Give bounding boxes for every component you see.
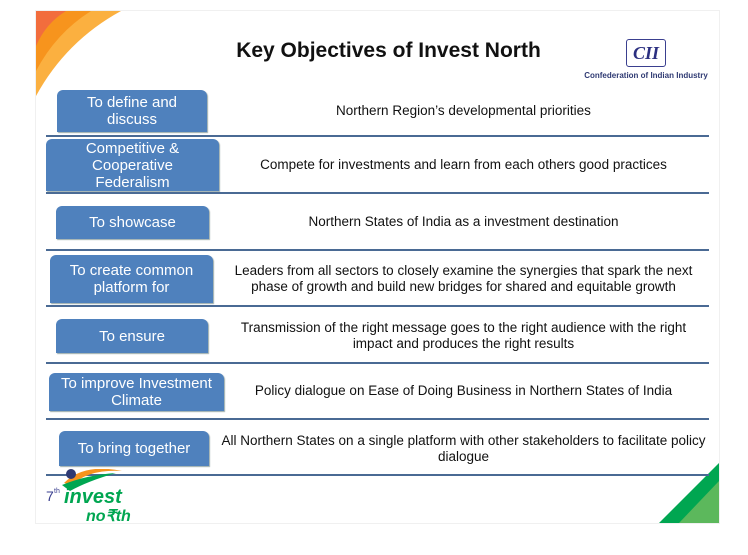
objective-label: To improve Investment Climate — [49, 373, 224, 411]
objective-description: Leaders from all sectors to closely exam… — [234, 263, 693, 294]
objective-description: Compete for investments and learn from e… — [260, 157, 667, 172]
cii-caption: Confederation of Indian Industry — [584, 71, 708, 80]
objective-description: All Northern States on a single platform… — [221, 433, 706, 464]
row-divider — [46, 474, 709, 476]
objective-label: To bring together — [59, 431, 209, 466]
objective-label: To showcase — [56, 206, 209, 239]
objective-label: To create common platform for — [50, 255, 213, 303]
svg-text:no₹th: no₹th — [86, 508, 131, 523]
row-divider — [46, 418, 709, 420]
svg-text:7: 7 — [46, 488, 54, 504]
green-corner-accent — [659, 463, 719, 523]
row-divider — [46, 135, 709, 137]
objective-description: Policy dialogue on Ease of Doing Busines… — [254, 383, 673, 398]
svg-text:invest: invest — [64, 486, 123, 508]
objective-description: Transmission of the right message goes t… — [240, 320, 687, 351]
invest-north-logo: 7 th invest no₹th — [46, 469, 131, 523]
orange-corner-accent — [36, 11, 121, 96]
page-title: Key Objectives of Invest North — [236, 39, 541, 62]
row-divider — [46, 249, 709, 251]
cii-logo: CII — [626, 39, 666, 67]
row-divider — [46, 192, 709, 194]
row-divider — [46, 362, 709, 364]
objective-description: Northern States of India as a investment… — [308, 214, 619, 229]
objective-label: Competitive & Cooperative Federalism — [46, 139, 219, 191]
svg-text:th: th — [54, 488, 60, 495]
objective-description: Northern Region’s developmental prioriti… — [336, 103, 591, 118]
slide: Key Objectives of Invest North CII Confe… — [35, 10, 720, 524]
row-divider — [46, 305, 709, 307]
objective-label: To ensure — [56, 319, 208, 353]
objective-label: To define and discuss — [57, 90, 207, 132]
